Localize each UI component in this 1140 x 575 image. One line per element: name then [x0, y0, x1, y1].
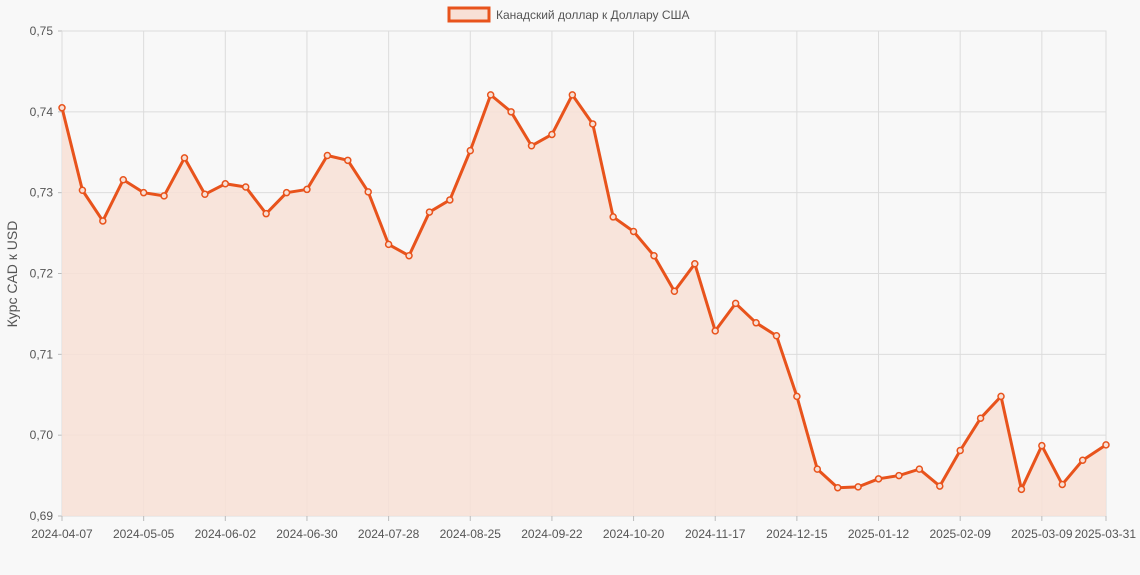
data-point[interactable]: [486, 91, 495, 99]
x-tick-label: 2025-01-12: [848, 527, 910, 541]
y-tick-label: 0,72: [30, 267, 54, 281]
data-point[interactable]: [139, 188, 148, 197]
data-point[interactable]: [262, 209, 270, 218]
data-point[interactable]: [731, 299, 740, 308]
x-tick-label: 2024-07-28: [358, 527, 420, 541]
data-point[interactable]: [691, 260, 699, 268]
data-point[interactable]: [833, 483, 842, 492]
data-point[interactable]: [813, 465, 822, 473]
x-tick-label: 2024-04-07: [31, 527, 93, 541]
data-point[interactable]: [711, 327, 719, 335]
x-tick-label: 2025-03-09: [1011, 527, 1073, 541]
x-tick-label: 2024-06-02: [195, 527, 257, 541]
data-point[interactable]: [874, 475, 883, 483]
data-point[interactable]: [527, 142, 536, 150]
data-point[interactable]: [629, 227, 638, 236]
data-point[interactable]: [507, 108, 515, 116]
data-point[interactable]: [201, 190, 209, 199]
x-tick-label: 2024-11-17: [685, 527, 746, 541]
data-point[interactable]: [364, 188, 372, 196]
x-axis-ticks: 2024-04-07 2024-05-05 2024-06-02 2024-06-30…: [31, 527, 1136, 541]
data-point[interactable]: [58, 104, 66, 112]
data-point[interactable]: [405, 251, 413, 260]
x-tick-label: 2024-08-25: [440, 527, 502, 541]
x-tick-label: 2025-02-09: [929, 527, 991, 541]
data-point[interactable]: [976, 414, 985, 422]
data-point[interactable]: [956, 446, 964, 455]
data-point[interactable]: [1078, 456, 1087, 464]
data-point[interactable]: [221, 180, 230, 188]
series-area-fill: [62, 94, 1106, 517]
y-tick-label: 0,69: [30, 509, 54, 523]
y-tick-label: 0,73: [30, 186, 54, 200]
data-point[interactable]: [1038, 441, 1046, 450]
data-point[interactable]: [425, 208, 434, 216]
x-tick-label: 2024-12-15: [766, 527, 828, 541]
data-point[interactable]: [895, 471, 903, 480]
data-point[interactable]: [282, 188, 291, 197]
y-tick-label: 0,75: [30, 24, 54, 38]
data-point[interactable]: [384, 240, 393, 249]
data-point[interactable]: [793, 392, 801, 401]
data-point[interactable]: [78, 186, 87, 194]
legend-label: Канадский доллар к Доллару США: [496, 8, 690, 22]
data-point[interactable]: [670, 287, 679, 296]
data-point[interactable]: [936, 482, 944, 490]
data-point[interactable]: [160, 192, 168, 200]
legend-swatch: [447, 6, 491, 23]
y-tick-label: 0,71: [30, 347, 54, 361]
data-point[interactable]: [344, 156, 352, 165]
data-point[interactable]: [609, 213, 617, 221]
y-axis-title: Курс CAD к USD: [4, 221, 20, 328]
data-point[interactable]: [1017, 485, 1026, 494]
data-point[interactable]: [119, 175, 127, 184]
x-tick-label: 2024-06-30: [276, 527, 338, 541]
y-tick-label: 0,70: [30, 428, 54, 442]
x-tick-label: 2024-10-20: [603, 527, 665, 541]
data-point[interactable]: [466, 146, 475, 155]
series-points: [58, 91, 1110, 494]
data-point[interactable]: [99, 217, 107, 225]
data-point[interactable]: [752, 319, 760, 327]
data-point[interactable]: [180, 154, 189, 162]
legend[interactable]: Канадский доллар к Доллару США: [447, 6, 690, 23]
data-point[interactable]: [568, 91, 577, 99]
data-point[interactable]: [997, 392, 1005, 401]
data-point[interactable]: [1058, 480, 1067, 489]
data-point[interactable]: [650, 251, 658, 260]
data-point[interactable]: [1102, 441, 1110, 449]
x-tick-label: 2025-03-31: [1075, 527, 1137, 541]
x-tick-label: 2024-09-22: [521, 527, 583, 541]
x-tick-label: 2024-05-05: [113, 527, 175, 541]
data-point[interactable]: [241, 183, 250, 191]
data-point[interactable]: [772, 331, 781, 340]
data-point[interactable]: [303, 185, 311, 194]
y-axis-ticks: 0,69 0,70 0,71 0,72 0,73 0,74 0,75: [30, 24, 54, 523]
y-tick-label: 0,74: [30, 105, 54, 119]
data-point[interactable]: [915, 465, 924, 473]
data-point[interactable]: [446, 196, 454, 204]
data-point[interactable]: [548, 130, 556, 139]
data-point[interactable]: [854, 483, 862, 491]
data-point[interactable]: [323, 151, 332, 160]
data-point[interactable]: [589, 120, 597, 128]
series-line: [60, 93, 1108, 491]
